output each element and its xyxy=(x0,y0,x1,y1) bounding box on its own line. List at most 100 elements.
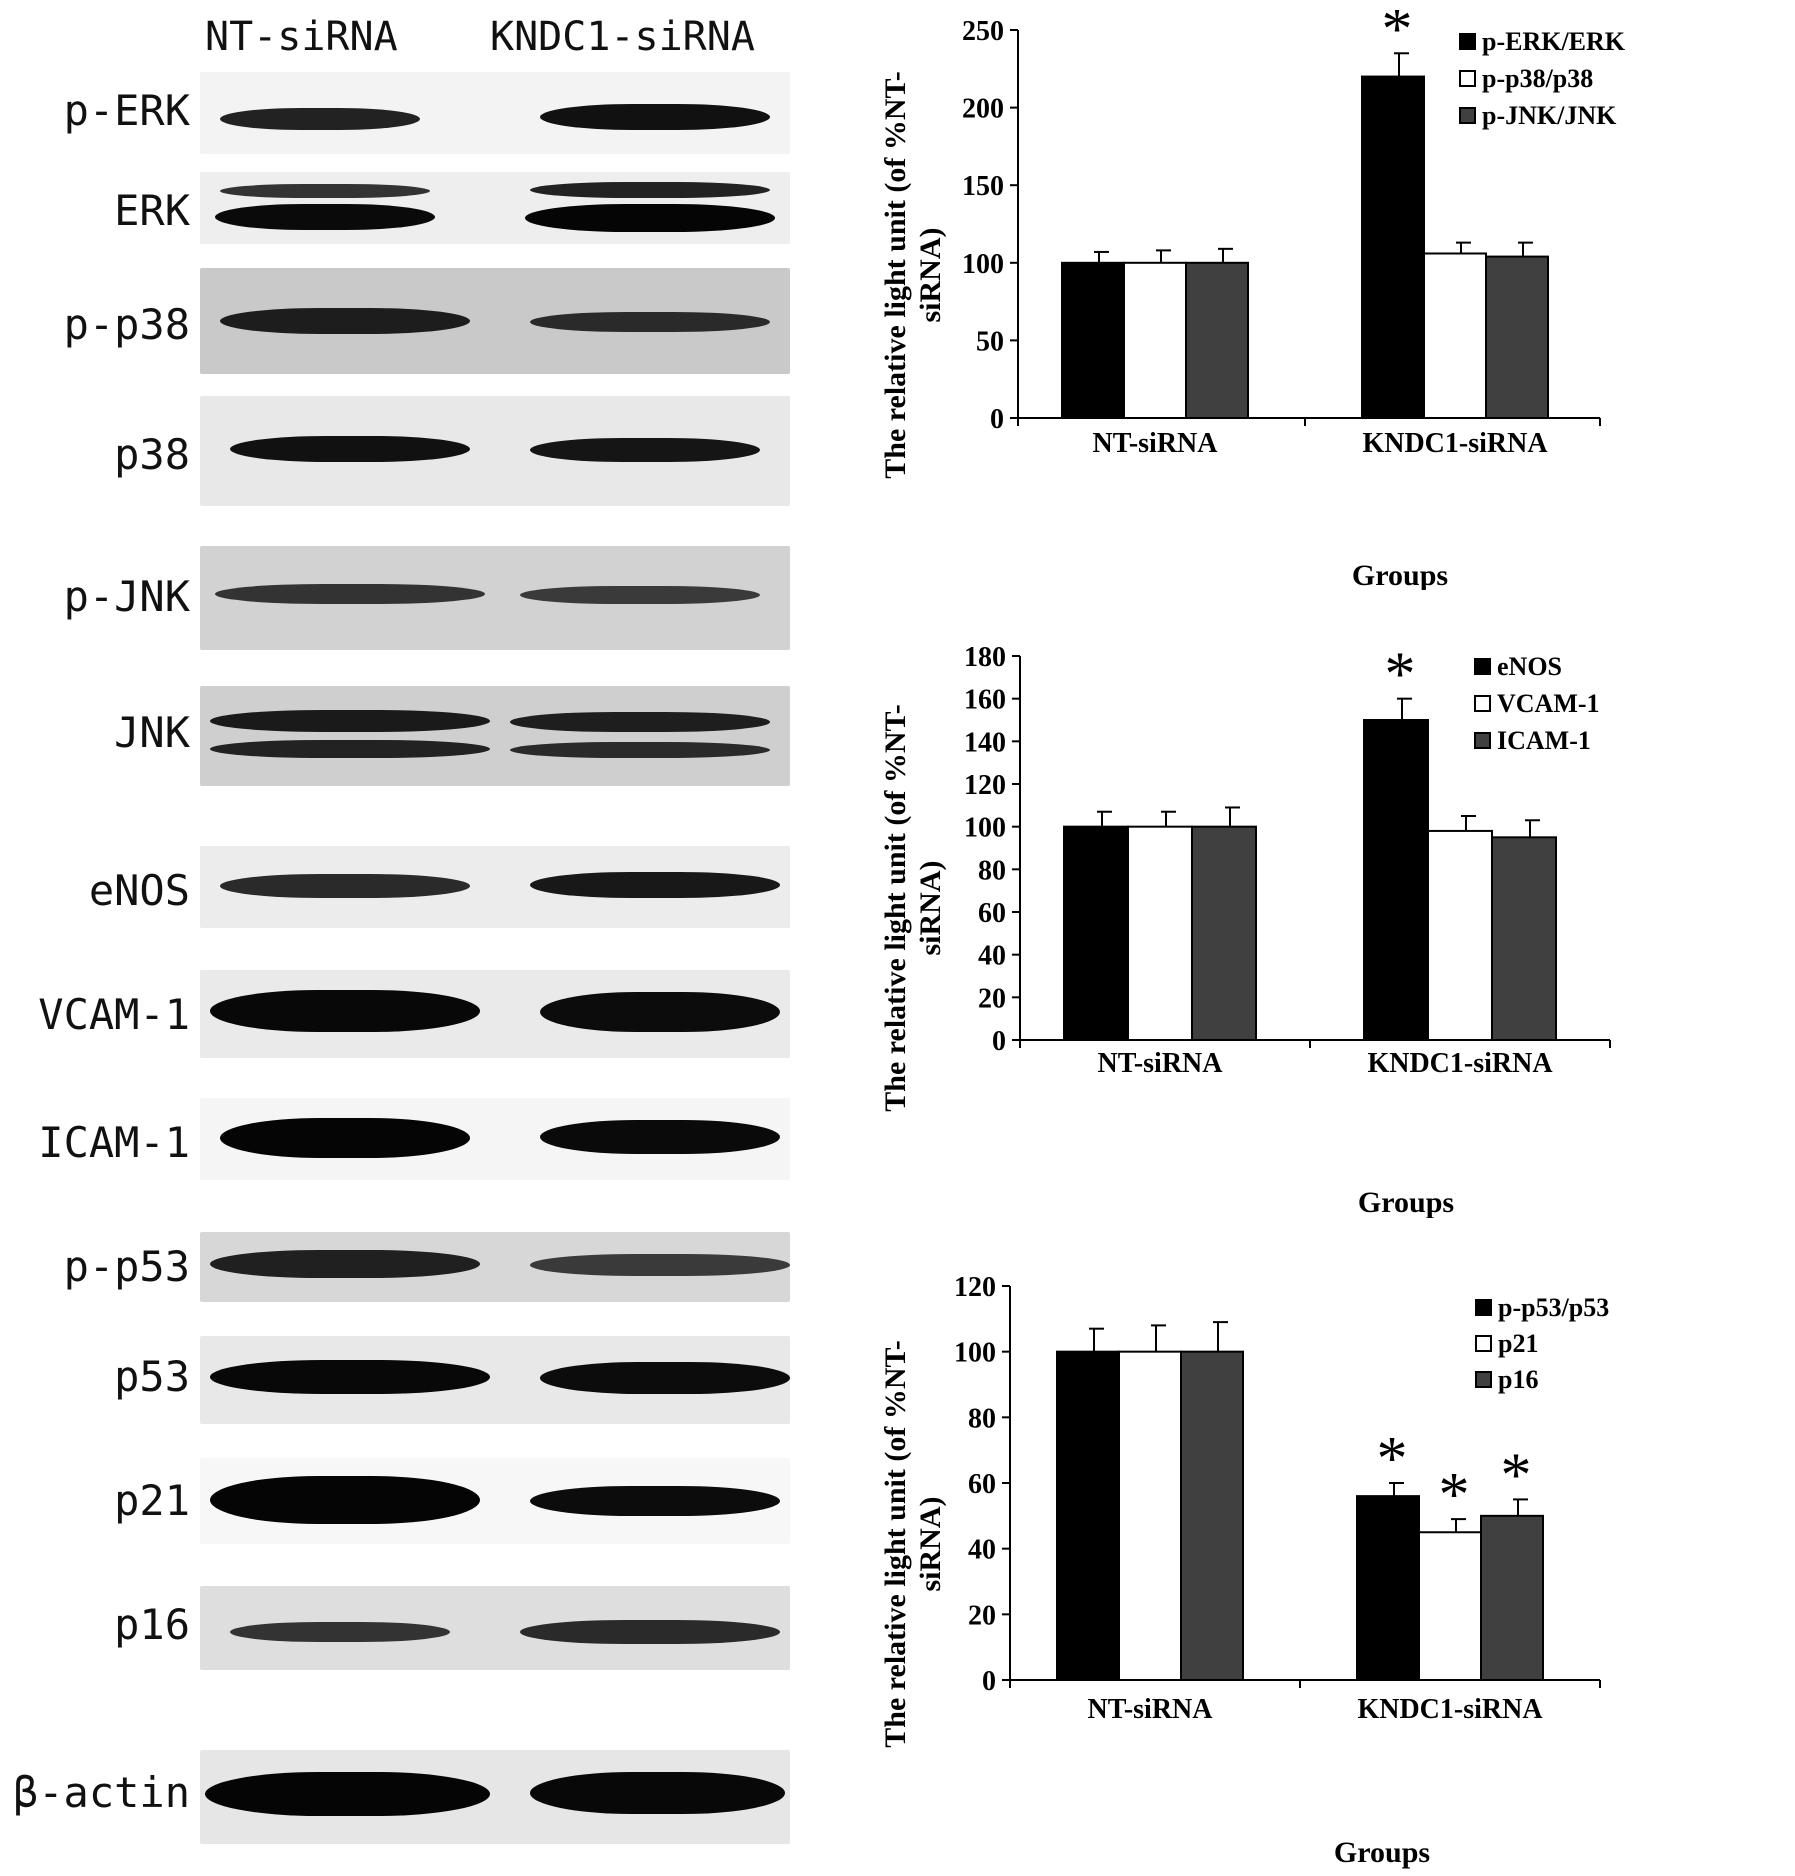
legend-swatch xyxy=(1474,695,1491,712)
y-tick-label: 150 xyxy=(962,171,1004,202)
blot-strip-erk xyxy=(200,172,790,244)
blot-strip-p38 xyxy=(200,396,790,506)
blot-label: ICAM-1 xyxy=(38,1118,190,1167)
legend-label: p-ERK/ERK xyxy=(1482,27,1626,56)
y-tick-label: 200 xyxy=(962,94,1004,125)
y-tick-label: 60 xyxy=(968,1469,996,1500)
blot-strip-p21 xyxy=(200,1458,790,1544)
y-axis-label-line2: siRNA) xyxy=(914,228,947,323)
bar xyxy=(1118,1350,1182,1682)
y-tick-label: 20 xyxy=(968,1600,996,1631)
x-axis-label: Groups xyxy=(1358,1186,1454,1218)
y-tick-label: 20 xyxy=(978,983,1006,1014)
y-tick-label: 0 xyxy=(992,1026,1006,1057)
blot-strip-enos xyxy=(200,846,790,928)
bar xyxy=(1056,1350,1120,1682)
blot-label: JNK xyxy=(114,708,190,757)
significance-marker: * xyxy=(1501,1441,1532,1509)
y-tick-label: 40 xyxy=(978,941,1006,972)
blot-strip-p-erk xyxy=(200,72,790,154)
bar xyxy=(1363,719,1429,1041)
blot-label: p-JNK xyxy=(63,572,190,621)
legend-swatch xyxy=(1459,33,1476,50)
bar xyxy=(1418,1531,1482,1681)
bar-chart-mapk: The relative light unit (of %NT- siRNA) … xyxy=(879,10,1626,590)
y-tick-label: 160 xyxy=(964,685,1006,716)
bar xyxy=(1491,836,1557,1041)
bar xyxy=(1485,255,1549,419)
blot-strip-icam-1 xyxy=(200,1098,790,1180)
plot-area: 0 50 100 150 200 250 NT-siRNA KNDC1-siRNA * p-ERK… xyxy=(962,10,1626,459)
y-tick-label: 180 xyxy=(964,642,1006,673)
blot-label: p16 xyxy=(114,1600,190,1649)
legend-swatch xyxy=(1459,107,1476,124)
legend-label: ICAM-1 xyxy=(1497,726,1591,755)
legend-swatch xyxy=(1475,1299,1492,1316)
significance-marker: * xyxy=(1439,1461,1470,1529)
x-axis-label: Groups xyxy=(1334,1836,1430,1869)
legend-label: p-JNK/JNK xyxy=(1482,101,1617,130)
bar xyxy=(1061,261,1125,419)
blot-label: VCAM-1 xyxy=(38,990,190,1039)
y-axis-label-line1: The relative light unit (of %NT- xyxy=(879,704,912,1112)
y-axis-label-line1: The relative light unit (of %NT- xyxy=(879,71,912,479)
bar xyxy=(1185,261,1249,419)
y-tick-label: 100 xyxy=(962,249,1004,280)
blot-strip-p-jnk xyxy=(200,546,790,650)
lane-header-nt-sirna: NT-siRNA xyxy=(205,14,398,60)
legend-label: p16 xyxy=(1498,1365,1538,1394)
blot-strip-p16 xyxy=(200,1586,790,1670)
x-axis-label: Groups xyxy=(1352,559,1448,590)
plot-area: 0 20 40 60 80 100 120 140 160 180 NT-siRNA KNDC1-si… xyxy=(964,641,1611,1079)
y-axis-label-line2: siRNA) xyxy=(914,1497,947,1592)
legend-label: eNOS xyxy=(1497,652,1562,681)
legend-swatch xyxy=(1474,658,1491,675)
blot-strip-beta-actin xyxy=(200,1750,790,1844)
y-tick-label: 120 xyxy=(954,1272,996,1303)
blot-label: β-actin xyxy=(12,1768,190,1817)
bar xyxy=(1423,252,1487,419)
blot-label: p21 xyxy=(114,1476,190,1525)
legend-swatch xyxy=(1475,1335,1492,1352)
x-tick-label: KNDC1-siRNA xyxy=(1362,428,1548,459)
bar-chart-adhesion: The relative light unit (of %NT- siRNA) … xyxy=(879,641,1611,1218)
legend-label: VCAM-1 xyxy=(1497,689,1600,718)
bar xyxy=(1356,1495,1420,1681)
x-tick-label: NT-siRNA xyxy=(1098,1048,1224,1079)
blot-label: eNOS xyxy=(88,866,190,915)
blot-label: p-p38 xyxy=(63,300,190,349)
x-tick-label: KNDC1-siRNA xyxy=(1357,1694,1543,1725)
y-tick-label: 100 xyxy=(954,1338,996,1369)
y-tick-label: 140 xyxy=(964,727,1006,758)
y-tick-label: 120 xyxy=(964,770,1006,801)
bar xyxy=(1180,1350,1244,1682)
blot-label: ERK xyxy=(114,186,190,235)
y-tick-label: 50 xyxy=(976,326,1004,357)
legend-label: p-p53/p53 xyxy=(1498,1293,1609,1322)
blot-label: p38 xyxy=(114,430,190,479)
bar-chart-senescence: The relative light unit (of %NT- siRNA) … xyxy=(879,1272,1609,1869)
y-tick-label: 0 xyxy=(982,1666,996,1697)
y-axis-label-line1: The relative light unit (of %NT- xyxy=(879,1340,912,1748)
blot-label: p-p53 xyxy=(63,1242,190,1291)
bar xyxy=(1480,1514,1544,1681)
blot-strip-jnk xyxy=(200,686,790,786)
y-tick-label: 60 xyxy=(978,898,1006,929)
y-axis-label-line2: siRNA) xyxy=(914,861,947,956)
significance-marker: * xyxy=(1385,641,1416,709)
blot-strip-p-p53 xyxy=(200,1232,790,1302)
bar xyxy=(1361,75,1425,419)
blot-strip-p-p38 xyxy=(200,268,790,374)
legend-swatch xyxy=(1474,732,1491,749)
blot-strip-vcam-1 xyxy=(200,970,790,1058)
y-tick-label: 250 xyxy=(962,16,1004,47)
x-tick-label: NT-siRNA xyxy=(1088,1694,1214,1725)
blot-strip-p53 xyxy=(200,1336,790,1424)
x-tick-label: KNDC1-siRNA xyxy=(1367,1048,1553,1079)
blot-label: p-ERK xyxy=(63,86,190,135)
legend-label: p21 xyxy=(1498,1329,1538,1358)
bar xyxy=(1063,825,1129,1041)
y-tick-label: 80 xyxy=(968,1403,996,1434)
legend-swatch xyxy=(1459,70,1476,87)
y-tick-label: 80 xyxy=(978,855,1006,886)
